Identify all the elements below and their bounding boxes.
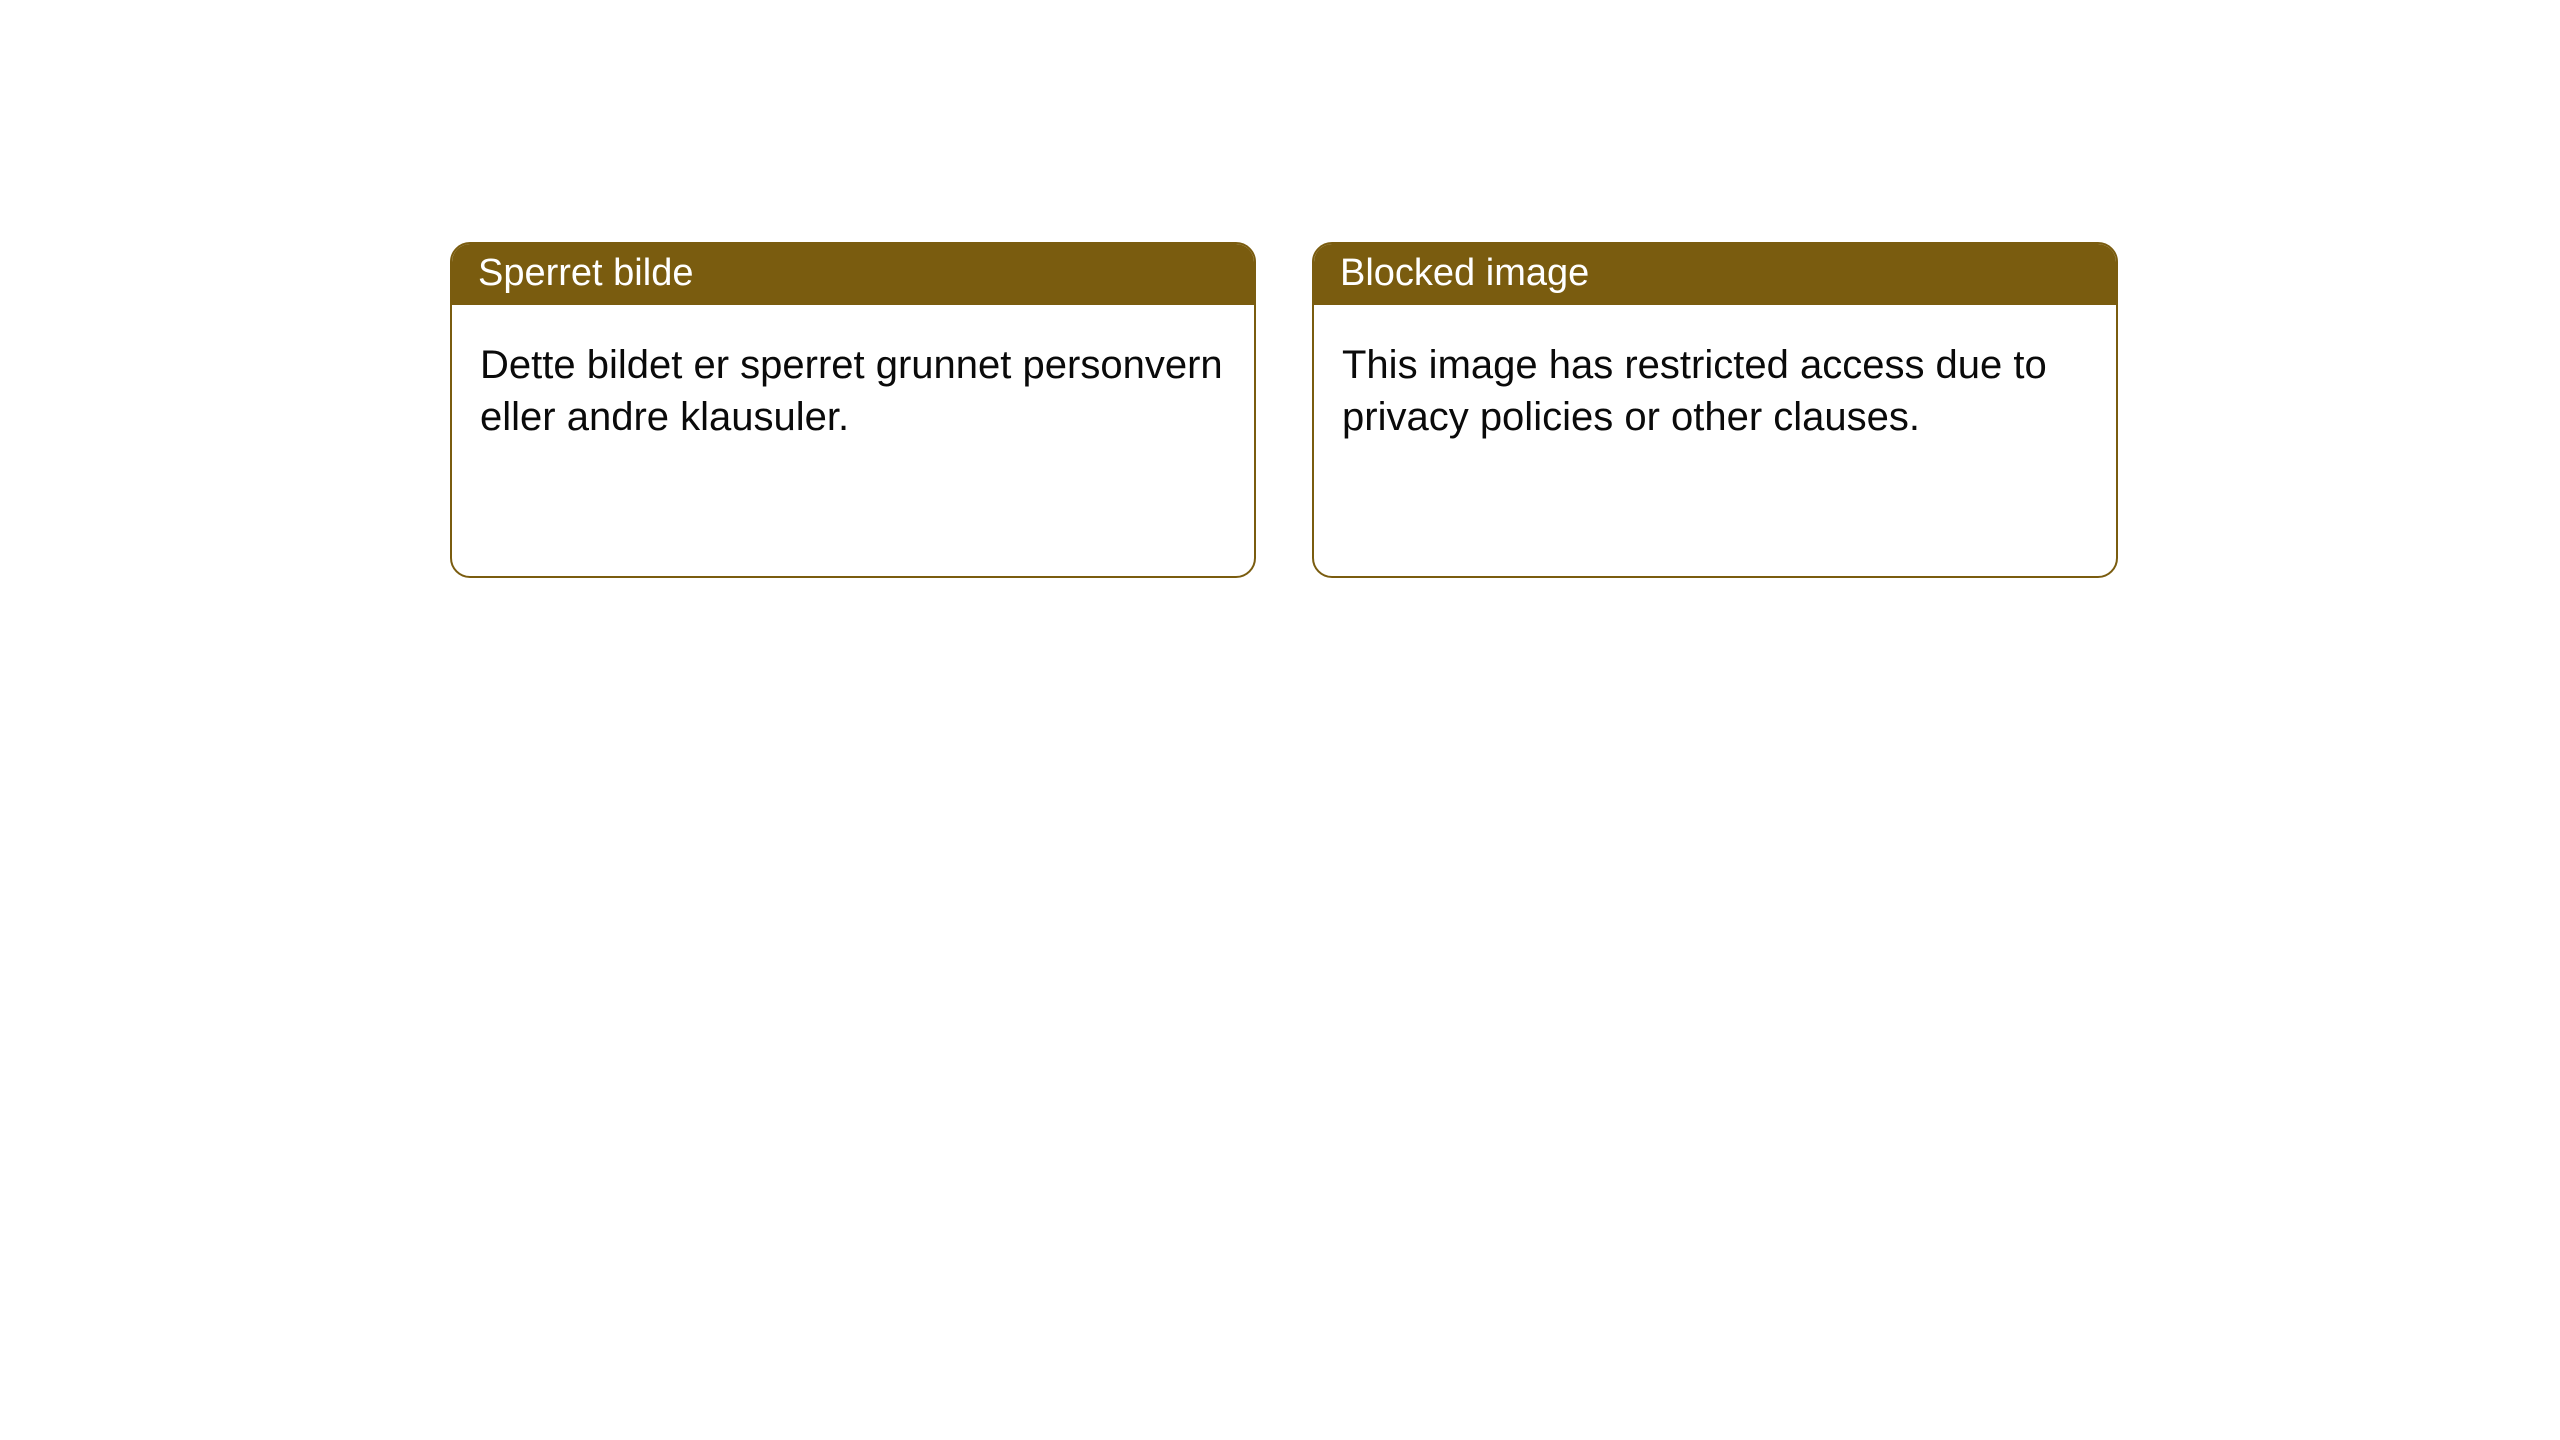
notice-container: Sperret bilde Dette bildet er sperret gr… xyxy=(0,0,2560,578)
card-body: Dette bildet er sperret grunnet personve… xyxy=(452,305,1254,477)
notice-card-norwegian: Sperret bilde Dette bildet er sperret gr… xyxy=(450,242,1256,578)
card-header: Sperret bilde xyxy=(452,244,1254,305)
card-title: Sperret bilde xyxy=(478,252,693,294)
card-body-text: Dette bildet er sperret grunnet personve… xyxy=(480,343,1223,439)
card-header: Blocked image xyxy=(1314,244,2116,305)
card-title: Blocked image xyxy=(1340,252,1589,294)
card-body-text: This image has restricted access due to … xyxy=(1342,343,2047,439)
notice-card-english: Blocked image This image has restricted … xyxy=(1312,242,2118,578)
card-body: This image has restricted access due to … xyxy=(1314,305,2116,477)
